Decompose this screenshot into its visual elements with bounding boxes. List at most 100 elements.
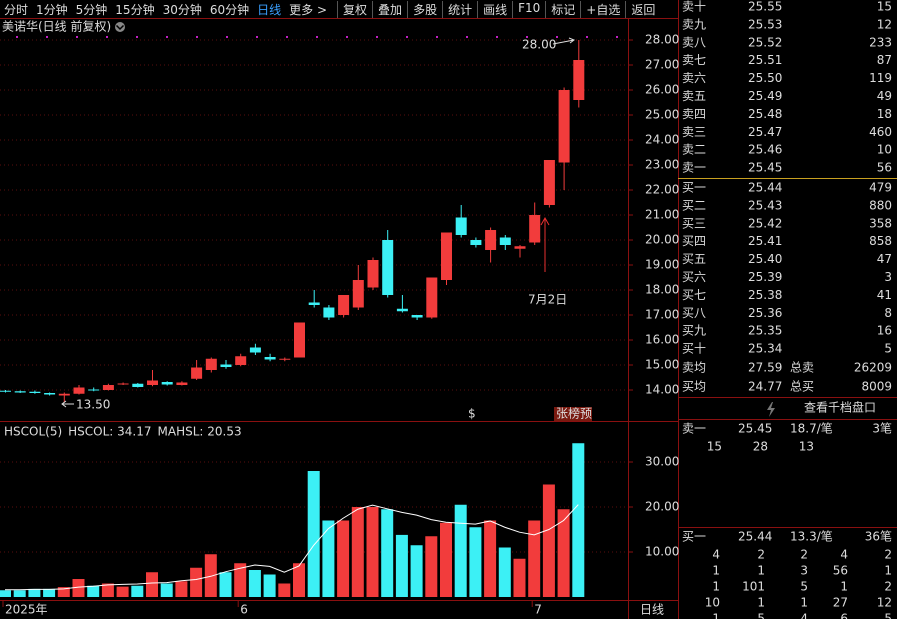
x-tick-label: 6 bbox=[240, 603, 248, 617]
level-label: 卖一 bbox=[682, 161, 706, 175]
tool-button[interactable]: 画线 bbox=[477, 0, 512, 18]
price: 25.50 bbox=[748, 71, 782, 85]
price: 25.42 bbox=[748, 216, 782, 230]
y-tick-label: 23.00 bbox=[645, 158, 679, 172]
period-tab[interactable]: 更多 > bbox=[289, 2, 328, 17]
price: 25.36 bbox=[748, 306, 782, 320]
volume-bar bbox=[366, 507, 379, 597]
volume-bar bbox=[72, 579, 85, 597]
volume-bar bbox=[116, 586, 129, 597]
period-tab[interactable]: 分时 bbox=[4, 2, 29, 17]
order: 5 bbox=[800, 580, 808, 594]
candle-body bbox=[382, 240, 394, 295]
order: 5 bbox=[884, 612, 892, 619]
volume-bar bbox=[395, 534, 408, 597]
order: 56 bbox=[833, 564, 848, 578]
period-tab[interactable]: 30分钟 bbox=[162, 2, 202, 17]
order: 10 bbox=[705, 596, 720, 610]
volume-bar bbox=[572, 443, 585, 597]
y-tick-label: 14.00 bbox=[645, 383, 679, 397]
candle-body bbox=[161, 382, 173, 385]
y-tick-label: 21.00 bbox=[645, 208, 679, 222]
candle-body bbox=[485, 230, 497, 250]
candle-body bbox=[514, 246, 526, 249]
candle-body bbox=[338, 295, 350, 315]
y-tick-label: 24.00 bbox=[645, 133, 679, 147]
order: 6 bbox=[840, 612, 848, 619]
tool-button[interactable]: 统计 bbox=[442, 0, 477, 18]
button[interactable]: 查看千档盘口 bbox=[804, 400, 876, 415]
candle-body bbox=[455, 217, 467, 235]
tool-button[interactable]: 多股 bbox=[407, 0, 442, 18]
order: 12 bbox=[877, 596, 892, 610]
volume-bar bbox=[131, 585, 144, 597]
volume: 41 bbox=[877, 288, 892, 302]
candle-body bbox=[88, 389, 100, 391]
candle-body bbox=[352, 280, 364, 308]
order: 3 bbox=[800, 564, 808, 578]
volume-bar bbox=[57, 587, 70, 597]
volume-bar bbox=[454, 504, 467, 597]
level-label: 买七 bbox=[682, 288, 706, 302]
level-label: 买二 bbox=[682, 198, 706, 212]
candle-body bbox=[308, 302, 320, 305]
period-tab[interactable]: 60分钟 bbox=[209, 2, 250, 17]
tool-button[interactable]: 叠加 bbox=[372, 0, 407, 18]
marker-dot bbox=[376, 36, 378, 38]
price: 25.53 bbox=[748, 17, 782, 31]
candle-body bbox=[396, 308, 408, 312]
order: 1 bbox=[757, 564, 765, 578]
tool-button[interactable]: 标记 bbox=[545, 0, 580, 18]
marker-dot bbox=[46, 36, 48, 38]
lightning-icon bbox=[767, 402, 775, 417]
avg: 13.3/笔 bbox=[790, 529, 833, 544]
candle-body bbox=[470, 240, 482, 245]
order: 1 bbox=[712, 612, 720, 619]
candle-body bbox=[543, 160, 555, 205]
tool-button[interactable]: F10 bbox=[512, 0, 545, 18]
price: 25.38 bbox=[748, 288, 782, 302]
order: 5 bbox=[757, 612, 765, 619]
candle-body bbox=[220, 364, 232, 367]
avg: 18.7/笔 bbox=[790, 421, 833, 436]
period-tab[interactable]: 日线 bbox=[257, 2, 282, 17]
y-tick-label: 26.00 bbox=[645, 83, 679, 97]
period-tab[interactable]: 5分钟 bbox=[75, 2, 108, 17]
summary-label: 卖均 bbox=[682, 361, 706, 375]
candle-body bbox=[249, 347, 261, 353]
annotation-arrow bbox=[540, 216, 550, 272]
summary-label: 总买 bbox=[790, 380, 814, 394]
order: 1 bbox=[757, 596, 765, 610]
tool-button[interactable]: 返回 bbox=[625, 0, 660, 18]
volume-bar bbox=[513, 558, 526, 597]
period-label: 日线 bbox=[640, 603, 664, 617]
summary-total: 26209 bbox=[854, 361, 892, 375]
y-tick-label: 22.00 bbox=[645, 183, 679, 197]
level-label: 卖五 bbox=[682, 89, 706, 103]
volume-bar bbox=[278, 583, 291, 597]
marker-dot bbox=[316, 36, 318, 38]
level-label: 买八 bbox=[682, 306, 706, 320]
price: 25.48 bbox=[748, 107, 782, 121]
y-tick-label: 30.00 bbox=[645, 455, 679, 469]
level-label: 买五 bbox=[682, 252, 706, 266]
volume: 3 bbox=[884, 270, 892, 284]
tool-button[interactable]: +自选 bbox=[580, 0, 625, 18]
y-tick-label: 19.00 bbox=[645, 258, 679, 272]
level-label: 买三 bbox=[682, 216, 706, 230]
order: 1 bbox=[712, 564, 720, 578]
period-tab[interactable]: 1分钟 bbox=[36, 2, 68, 17]
order: 1 bbox=[884, 564, 892, 578]
x-tick-label: 2025年 bbox=[5, 603, 48, 617]
candle-body bbox=[102, 385, 114, 390]
candle-body bbox=[294, 322, 305, 358]
dropdown-icon[interactable] bbox=[115, 22, 125, 32]
annotation: 张榜预 bbox=[556, 406, 592, 421]
marker-dot bbox=[166, 36, 168, 38]
price: 25.52 bbox=[748, 35, 782, 49]
level-label: 买九 bbox=[682, 324, 706, 338]
volume-bar bbox=[498, 547, 511, 597]
period-tab[interactable]: 15分钟 bbox=[115, 2, 155, 17]
tool-button[interactable]: 复权 bbox=[337, 0, 372, 18]
marker-dot bbox=[346, 36, 348, 38]
